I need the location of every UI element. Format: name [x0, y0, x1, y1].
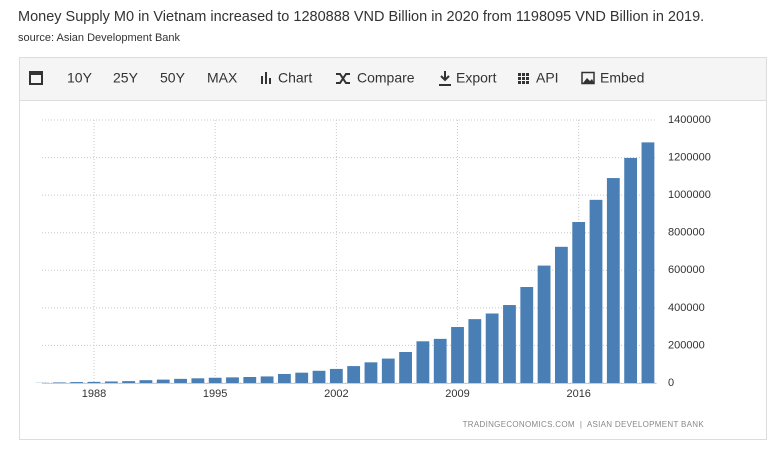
bar [139, 380, 153, 383]
api-icon[interactable] [518, 73, 529, 84]
bar [520, 287, 534, 383]
bar [174, 378, 187, 383]
bar [347, 366, 361, 383]
bar [329, 368, 343, 383]
bar [624, 157, 638, 383]
compare-icon[interactable] [336, 73, 350, 84]
calendar-icon[interactable] [29, 71, 43, 85]
bar [243, 376, 257, 383]
y-tick-label: 1200000 [668, 151, 711, 163]
bar [503, 305, 516, 383]
bar [433, 338, 447, 383]
x-tick-label: 1988 [82, 388, 106, 400]
chart-title: Money Supply M0 in Vietnam increased to … [18, 9, 704, 25]
bar [399, 352, 412, 383]
bar [312, 370, 326, 383]
bar [381, 358, 395, 383]
y-tick-label: 400000 [668, 302, 705, 314]
source: source: Asian Development Bank [18, 32, 181, 44]
bar [589, 199, 603, 383]
bar [554, 246, 568, 383]
bar [295, 372, 309, 383]
bar [468, 319, 482, 383]
y-tick-label: 0 [668, 377, 674, 389]
bar [52, 382, 66, 383]
bar [156, 379, 170, 383]
bar [70, 382, 84, 383]
toolbar-button[interactable]: Export [456, 70, 497, 86]
y-tick-label: 800000 [668, 227, 705, 239]
x-tick-label: 2009 [445, 388, 469, 400]
bar [87, 381, 101, 383]
y-tick-label: 200000 [668, 339, 705, 351]
toolbar-button[interactable]: 50Y [160, 70, 186, 86]
toolbar-button[interactable]: API [536, 70, 559, 86]
bar [606, 178, 620, 383]
toolbar-button[interactable]: Embed [600, 70, 644, 86]
bar [104, 381, 118, 383]
y-tick-label: 1400000 [668, 114, 711, 126]
toolbar-button[interactable]: 25Y [113, 70, 139, 86]
toolbar-button[interactable]: MAX [207, 70, 238, 86]
y-tick-label: 1000000 [668, 189, 711, 201]
bar [572, 222, 586, 383]
bar [191, 378, 205, 383]
bar [260, 376, 274, 383]
y-tick-label: 600000 [668, 264, 705, 276]
bar [278, 373, 291, 383]
bar [364, 362, 378, 383]
bar [122, 381, 136, 383]
footer: TRADINGECONOMICS.COM | ASIAN DEVELOPMENT… [463, 420, 705, 429]
bar [451, 327, 464, 383]
toolbar [20, 58, 766, 100]
x-tick-label: 2016 [566, 388, 590, 400]
x-tick-label: 1995 [203, 388, 227, 400]
bar [641, 142, 655, 383]
toolbar-button[interactable]: Chart [278, 70, 312, 86]
bar [485, 313, 499, 383]
x-tick-label: 2002 [324, 388, 348, 400]
export-icon[interactable] [439, 71, 451, 86]
bar [208, 377, 222, 383]
bar [226, 377, 239, 383]
bar [537, 265, 551, 383]
toolbar-button[interactable]: 10Y [67, 70, 93, 86]
toolbar-button[interactable]: Compare [357, 70, 415, 86]
bar [416, 341, 430, 383]
chart-icon[interactable] [261, 72, 271, 84]
embed-icon[interactable] [581, 71, 595, 85]
